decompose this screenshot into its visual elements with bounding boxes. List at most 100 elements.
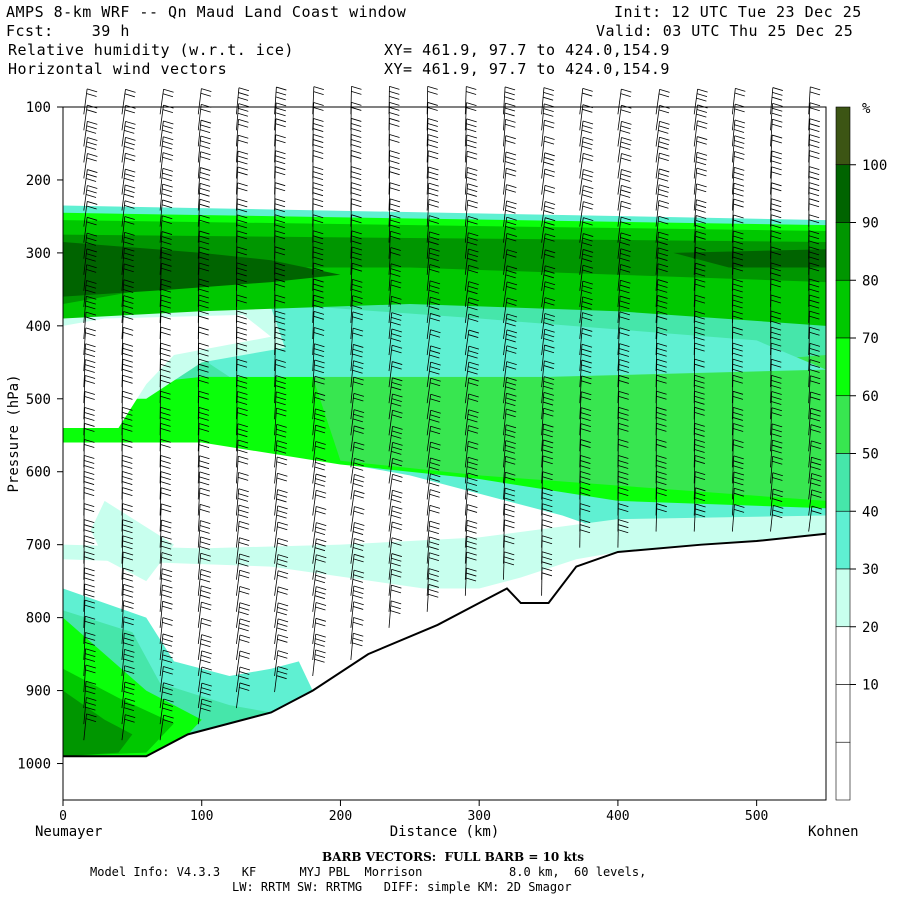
barb-flag [124,632,135,637]
wind-barb [770,407,783,436]
wind-barb [426,264,440,291]
barb-flag [468,350,479,354]
wind-barb [464,329,479,356]
barb-staff [808,343,811,372]
barb-flag [123,311,134,315]
barb-staff [770,166,773,195]
barb-staff [503,265,508,291]
barb-staff [503,408,507,436]
barb-staff [731,135,736,163]
wind-barb [541,423,554,452]
barb-flag [238,558,250,563]
wind-barb [426,377,441,404]
barb-flag [123,707,135,712]
barb-flag [694,476,706,481]
barb-flag [84,460,95,464]
barb-staff [236,634,241,660]
barb-flag [84,423,95,427]
barb-flag [657,295,668,299]
wind-barb [655,503,667,532]
wind-barb [731,407,744,436]
barb-flag [314,429,326,434]
barb-flag [770,331,782,336]
wind-barb [83,680,97,709]
barb-staff [464,409,469,436]
barb-staff [312,522,317,548]
barb-flag [276,627,287,632]
barb-staff [121,137,126,163]
barb-flag [162,109,174,114]
barb-flag [162,600,173,605]
barb-flag [772,439,783,444]
barb-staff [731,119,736,147]
barb-flag [160,444,171,448]
barb-staff [388,377,393,404]
barb-flag [618,465,629,469]
barb-flag [583,153,594,157]
barb-staff [503,135,507,163]
field-name-rh: Relative humidity (w.r.t. ice) [8,41,294,59]
barb-flag [582,328,593,332]
wind-barb [350,553,365,580]
wind-barb [579,423,591,452]
barb-flag [236,299,247,304]
barb-flag [733,171,745,176]
barb-flag [543,322,554,327]
barb-flag [428,236,440,241]
barb-staff [808,440,812,468]
barb-staff [541,201,546,227]
barb-flag [580,396,592,401]
barb-flag [808,235,820,240]
barb-staff [236,343,238,372]
barb-flag [581,391,592,396]
barb-staff [388,182,391,211]
barb-flag [313,230,324,235]
colorbar-segment [835,222,851,281]
barb-flag [810,482,821,487]
barb-staff [236,602,241,628]
barb-flag [87,120,98,125]
barb-staff [579,265,584,291]
barb-staff [350,506,355,532]
barb-flag [430,409,441,414]
barb-staff [197,391,200,420]
wind-barb [655,295,668,323]
barb-staff [236,166,239,195]
barb-flag [163,682,174,687]
barb-flag [541,572,553,577]
barb-flag [162,152,174,156]
wind-barb [617,232,632,259]
barb-flag [352,466,364,471]
barb-flag [123,588,134,593]
barb-flag [390,263,402,268]
barb-flag [122,374,133,379]
barb-flag [541,556,553,561]
barb-flag [808,256,820,261]
barb-flag [274,283,286,288]
barb-flag [390,610,401,614]
barb-staff [770,456,774,484]
barb-flag [465,91,477,95]
wind-barb [121,88,136,115]
barb-flag [505,413,516,418]
barb-flag [162,167,174,172]
barb-flag [657,252,668,257]
wind-barb [388,263,402,291]
barb-flag [770,336,781,341]
wind-barb [503,487,516,516]
wind-barb [159,535,172,564]
wind-barb [579,136,594,163]
barb-flag [656,476,667,480]
barb-flag [430,425,441,430]
barb-flag [771,391,782,395]
barb-flag [160,352,171,357]
barb-staff [83,264,88,291]
barb-flag [733,187,744,192]
barb-staff [808,278,810,307]
barb-staff [159,650,164,677]
barb-flag [198,304,209,309]
barb-flag [236,230,248,235]
wind-barb [388,473,403,500]
barb-staff [579,153,584,179]
barb-flag [236,342,248,347]
